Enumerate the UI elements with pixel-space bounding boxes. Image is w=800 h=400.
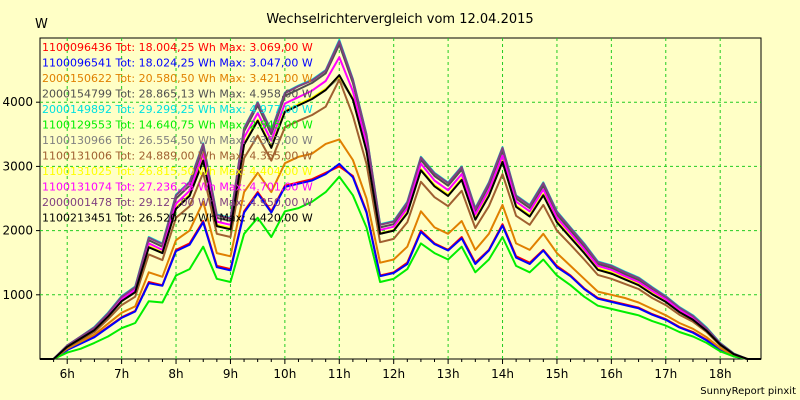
- legend-entry-11: 2000001478 Tot: 29.127,00 Wh Max: 4.950,…: [42, 196, 313, 209]
- x-tick-label: 8h: [168, 367, 183, 381]
- x-tick-label: 15h: [546, 367, 569, 381]
- grid-lines: [40, 38, 761, 359]
- x-tick-label: 13h: [437, 367, 460, 381]
- series-lines: [40, 38, 761, 360]
- legend-entry-1: 1100096436 Tot: 18.004,25 Wh Max: 3.069,…: [42, 41, 313, 54]
- y-tick-label: 2000: [2, 224, 33, 238]
- legend-entry-4: 2000154799 Tot: 28.865,13 Wh Max: 4.958,…: [42, 88, 313, 101]
- y-tick-label: 4000: [2, 95, 33, 109]
- x-tick-label: 17h: [654, 367, 677, 381]
- x-tick-label: 10h: [273, 367, 296, 381]
- series-line-6: [40, 175, 761, 360]
- series-line-11: [40, 40, 761, 360]
- series-line-10: [40, 56, 761, 360]
- x-tick-label: 9h: [223, 367, 238, 381]
- series-line-4: [40, 43, 761, 360]
- legend-entry-12: 1100213451 Tot: 26.520,75 Wh Max: 4.420,…: [42, 212, 313, 225]
- y-tick-label: 3000: [2, 159, 33, 173]
- x-tick-label: 18h: [709, 367, 732, 381]
- legend-entry-8: 1100131006 Tot: 24.889,00 Wh Max: 4.355,…: [42, 150, 313, 163]
- series-line-2: [40, 162, 761, 360]
- plot-area-frame: [39, 37, 762, 360]
- x-tick-label: 7h: [114, 367, 129, 381]
- legend-entry-7: 1100130966 Tot: 26.554,50 Wh Max: 4.383,…: [42, 134, 313, 147]
- legend-entry-6: 1100129553 Tot: 14.640,75 Wh Max: 2.845,…: [42, 119, 313, 132]
- y-axis-unit-label: W: [35, 17, 48, 32]
- legend-entry-3: 2000150622 Tot: 20.580,50 Wh Max: 3.421,…: [42, 72, 313, 85]
- series-line-8: [40, 78, 761, 360]
- x-tick-label: 14h: [491, 367, 514, 381]
- x-tick-label: 16h: [600, 367, 623, 381]
- x-tick-label: 12h: [382, 367, 405, 381]
- axis-ticks: 6h 7h 8h 9h 10h 11h 12h 13h 14h 15h 16h 17h 18h 1000 2…: [2, 95, 748, 381]
- legend-entry-5: 2000149892 Tot: 29.299,25 Wh Max: 4.977,…: [42, 103, 313, 116]
- x-tick-label: 11h: [328, 367, 351, 381]
- chart-title: Wechselrichtervergleich vom 12.04.2015: [266, 12, 533, 27]
- footer-credit: SunnyReport pinxit: [700, 386, 796, 397]
- legend-entry-2: 1100096541 Tot: 18.024,25 Wh Max: 3.047,…: [42, 57, 313, 70]
- series-line-12: [40, 74, 761, 360]
- series-line-3: [40, 138, 761, 360]
- legend-entry-9: 1100131025 Tot: 26.815,50 Wh Max: 4.404,…: [42, 165, 313, 178]
- x-tick-label: 6h: [60, 367, 75, 381]
- legend: 1100096436 Tot: 18.004,25 Wh Max: 3.069,…: [42, 41, 313, 225]
- legend-entry-10: 1100131074 Tot: 27.236,25 Wh Max: 4.701,…: [42, 181, 313, 194]
- y-tick-label: 1000: [2, 288, 33, 302]
